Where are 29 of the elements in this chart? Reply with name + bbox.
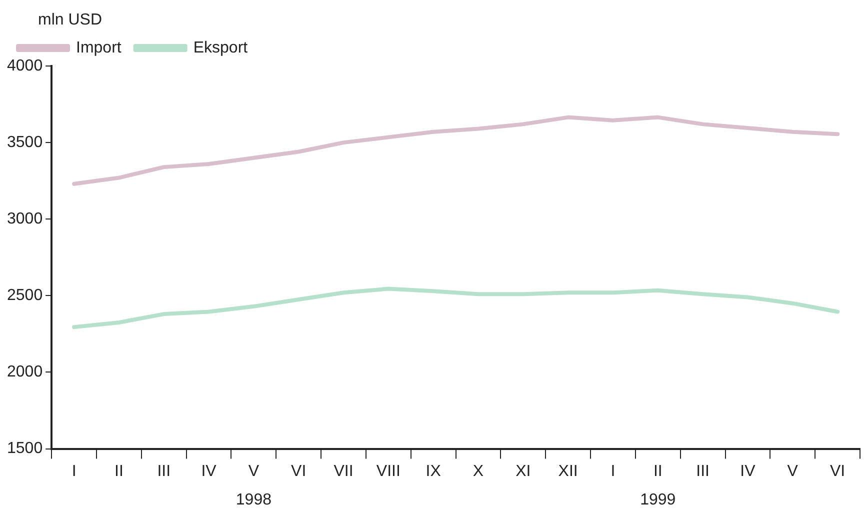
x-tick-label: XII [558, 462, 578, 480]
legend-label: Eksport [193, 39, 248, 56]
x-tick-label: I [610, 462, 616, 480]
x-tick-label: II [114, 462, 124, 480]
text: 1998 [236, 491, 272, 508]
y-tick-label: 2000 [7, 364, 43, 381]
y-tick-label: 2500 [7, 287, 43, 304]
x-tick-label: X [472, 462, 484, 480]
x-tick-label: III [157, 462, 171, 480]
x-tick-label: VI [291, 462, 306, 480]
y-tick-label: 1500 [7, 440, 43, 458]
x-tick-label: I [72, 462, 76, 480]
text: 1999 [640, 491, 676, 508]
x-tick-label: V [787, 462, 798, 480]
y-tick-label: 3500 [7, 134, 43, 151]
x-tick-label: VI [830, 462, 846, 480]
x-tick-label: VIII [376, 462, 400, 480]
x-tick-label: IV [201, 462, 217, 480]
y-tick-label: 4000 [7, 57, 43, 74]
x-tick-label: V [248, 462, 260, 480]
x-tick-label: VII [334, 462, 354, 480]
x-tick-label: XI [516, 462, 531, 480]
x-tick-label: IV [740, 462, 756, 480]
x-tick-label: III [696, 462, 710, 480]
x-tick-label: IX [426, 462, 442, 480]
y-axis-title: mln USD [38, 11, 102, 28]
x-tick-label: II [653, 462, 662, 480]
legend-label: Import [76, 39, 122, 56]
y-tick-label: 3000 [7, 210, 43, 228]
